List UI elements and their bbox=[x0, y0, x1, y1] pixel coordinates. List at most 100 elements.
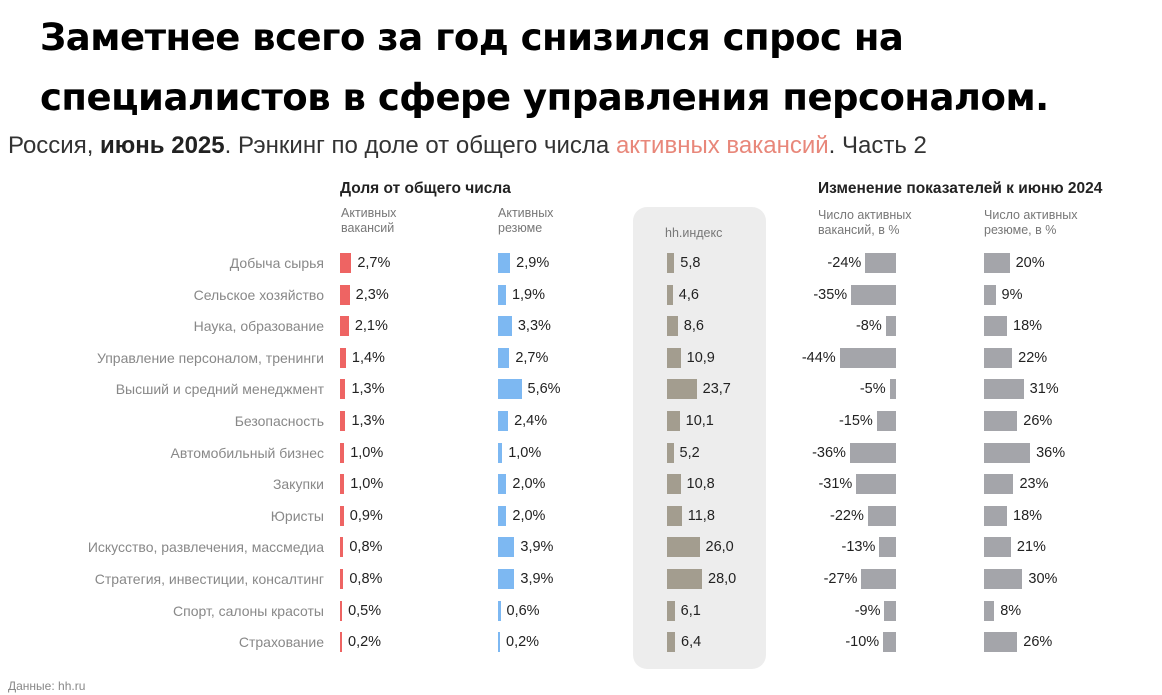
hh-index-bar bbox=[667, 442, 674, 463]
row-label: Юристы bbox=[270, 507, 324, 524]
vacancy-share-label: 1,3% bbox=[351, 413, 385, 429]
resume-change-label: 18% bbox=[1013, 318, 1043, 335]
vacancy-share-label: 1,0% bbox=[350, 476, 384, 493]
hh-index-label: 10,8 bbox=[686, 476, 715, 493]
hh-index-label: 8,6 bbox=[683, 318, 704, 335]
vacancy-change-label: -35% bbox=[813, 286, 848, 303]
row-label: Сельское хозяйство bbox=[193, 286, 324, 303]
row-label: Стратегия, инвестиции, консалтинг bbox=[94, 571, 324, 587]
vacancy-share-bar bbox=[340, 600, 343, 621]
resume-share-bar bbox=[498, 379, 522, 400]
subtitle-date: июнь 2025 bbox=[100, 132, 225, 159]
vacancy-change-bar bbox=[876, 411, 896, 431]
resume-share-bar bbox=[498, 253, 511, 273]
resume-change-label: 22% bbox=[1018, 349, 1048, 366]
resume-change-label: 8% bbox=[1000, 602, 1022, 619]
hh-index-bar bbox=[667, 316, 678, 337]
headline: Заметнее всего за год снизился спрос на … bbox=[40, 16, 1049, 119]
resume-change-bar bbox=[984, 600, 995, 621]
subtitle-part3: . Часть 2 bbox=[828, 132, 927, 159]
vacancy-change-label: -13% bbox=[841, 539, 876, 556]
vacancy-share-label: 1,4% bbox=[351, 349, 385, 366]
hh-index-label: 28,0 bbox=[708, 571, 737, 587]
vacancy-share-label: 1,3% bbox=[351, 381, 385, 398]
resume-share-bar bbox=[498, 284, 506, 305]
vacancy-share-label: 1,0% bbox=[350, 444, 384, 461]
resume-share-bar bbox=[498, 316, 512, 337]
vacancy-change-label: -31% bbox=[818, 476, 853, 493]
vacancy-share-bar bbox=[340, 569, 344, 589]
hh-index-label: 11,8 bbox=[687, 507, 715, 524]
row-label: Высший и средний менеджмент bbox=[115, 381, 324, 398]
resume-change-bar bbox=[984, 284, 996, 305]
row-label: Управление персоналом, тренинги bbox=[96, 349, 324, 366]
resume-share-label: 3,3% bbox=[517, 318, 551, 335]
resume-change-bar bbox=[984, 632, 1018, 653]
resume-share-bar bbox=[498, 474, 507, 495]
vacancy-change-bar bbox=[879, 537, 896, 558]
hh-index-bar bbox=[667, 537, 700, 558]
vacancy-share-bar bbox=[340, 379, 346, 400]
resume-change-bar bbox=[984, 474, 1014, 495]
hh-index-label: 26,0 bbox=[705, 539, 734, 556]
resume-change-label: 36% bbox=[1036, 444, 1066, 461]
vacancy-share-label: 0,8% bbox=[349, 539, 383, 556]
resume-change-label: 20% bbox=[1015, 255, 1045, 271]
resume-change-label: 26% bbox=[1023, 634, 1053, 651]
resume-share-label: 1,0% bbox=[508, 444, 542, 461]
hh-index-bar bbox=[667, 505, 682, 526]
vacancy-share-label: 2,7% bbox=[357, 255, 391, 271]
vacancy-change-bar bbox=[861, 569, 896, 589]
row-label: Закупки bbox=[272, 476, 324, 493]
resume-share-bar bbox=[498, 347, 510, 368]
hh-index-bar bbox=[667, 600, 675, 621]
row-label: Искусство, развлечения, массмедиа bbox=[87, 539, 324, 556]
vacancy-change-bar bbox=[849, 442, 896, 463]
hh-index-label: 6,1 bbox=[680, 602, 701, 619]
vacancy-change-bar bbox=[884, 600, 896, 621]
hh-index-label: 4,6 bbox=[678, 286, 699, 303]
hh-index-bar bbox=[667, 253, 675, 273]
resume-share-bar bbox=[498, 600, 501, 621]
vacancy-change-label: -36% bbox=[812, 444, 846, 461]
vacancy-change-label: -5% bbox=[859, 381, 886, 398]
resume-share-bar bbox=[498, 632, 500, 653]
resume-change-label: 26% bbox=[1023, 413, 1053, 429]
resume-change-bar bbox=[984, 316, 1008, 337]
vacancy-change-bar bbox=[885, 316, 896, 337]
group-header-share: Доля от общего числа bbox=[340, 180, 511, 197]
vacancy-change-label: -27% bbox=[823, 571, 858, 587]
vacancy-change-bar bbox=[856, 474, 896, 495]
column-header-vacancy-change: Число активных вакансий, в % bbox=[818, 208, 912, 237]
hh-index-label: 6,4 bbox=[681, 634, 702, 651]
resume-change-label: 18% bbox=[1013, 507, 1043, 524]
resume-change-bar bbox=[984, 569, 1023, 589]
vacancy-share-bar bbox=[340, 347, 346, 368]
vacancy-change-label: -22% bbox=[829, 507, 864, 524]
resume-share-label: 0,2% bbox=[506, 634, 540, 651]
column-header-vacancies: Активных вакансий bbox=[341, 206, 397, 235]
column-header-resumes: Активных резюме bbox=[498, 206, 554, 235]
hh-index-label: 10,9 bbox=[686, 349, 715, 366]
vacancy-change-label: -15% bbox=[838, 413, 873, 429]
vacancy-share-label: 0,8% bbox=[349, 571, 383, 587]
column-header-index: hh.индекс bbox=[665, 226, 723, 240]
hh-index-bar bbox=[667, 284, 673, 305]
subtitle-accent: активных вакансий bbox=[615, 132, 829, 159]
vacancy-share-label: 2,3% bbox=[355, 286, 389, 303]
vacancy-change-bar bbox=[865, 253, 896, 273]
vacancy-change-label: -44% bbox=[801, 349, 836, 366]
hh-index-bar bbox=[667, 474, 681, 495]
row-label: Автомобильный бизнес bbox=[170, 444, 324, 461]
vacancy-share-bar bbox=[340, 442, 345, 463]
vacancy-change-label: -24% bbox=[827, 255, 862, 271]
source-note: Данные: hh.ru bbox=[8, 679, 86, 693]
resume-share-label: 2,4% bbox=[514, 413, 548, 429]
hh-index-label: 23,7 bbox=[702, 381, 731, 398]
vacancy-share-bar bbox=[340, 474, 345, 495]
vacancy-share-bar bbox=[340, 411, 346, 431]
resume-share-label: 5,6% bbox=[527, 381, 561, 398]
resume-change-bar bbox=[984, 411, 1018, 431]
resume-change-label: 31% bbox=[1029, 381, 1059, 398]
vacancy-share-label: 0,5% bbox=[348, 602, 382, 619]
